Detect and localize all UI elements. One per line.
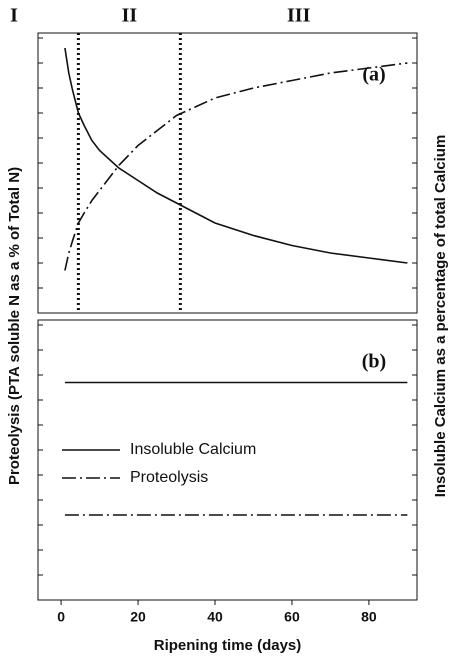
y-axis-label: Proteolysis (PTA soluble N as a % of Tot…: [6, 167, 23, 485]
phase-label: I: [10, 5, 18, 27]
x-tick-label: 80: [361, 609, 377, 625]
x-axis-label: Ripening time (days): [154, 637, 302, 654]
legend-label: Proteolysis: [130, 469, 208, 486]
series-line: [64, 47, 408, 264]
y2-axis-label: Insoluble Calcium as a percentage of tot…: [432, 135, 449, 498]
x-tick-label: 0: [57, 609, 65, 625]
series-line: [64, 62, 408, 271]
legend-label: Insoluble Calcium: [130, 441, 256, 458]
phase-label: II: [122, 5, 138, 27]
panel-label: (b): [362, 351, 386, 373]
x-tick-label: 40: [207, 609, 223, 625]
x-tick-label: 60: [284, 609, 300, 625]
panel-label: (a): [362, 64, 385, 86]
plot-frame: [37, 319, 418, 601]
x-tick-label: 20: [130, 609, 146, 625]
plot-frame: [37, 32, 418, 314]
phase-label: III: [287, 5, 311, 27]
